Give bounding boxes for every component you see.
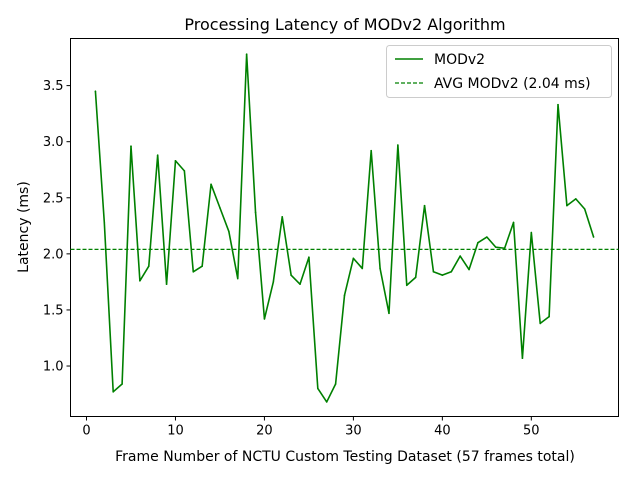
data-point [512,221,515,224]
y-tick-label: 2.0 [43,247,64,262]
data-point [165,283,168,285]
y-tick-label: 3.5 [43,79,64,94]
data-point [494,246,497,248]
data-point [299,283,301,285]
x-tick-label: 0 [82,424,90,439]
data-point [325,401,328,403]
y-tick-label: 1.0 [43,360,64,375]
data-point [548,315,550,318]
data-point [139,279,141,282]
data-point [236,277,239,280]
data-point [281,216,284,218]
data-point [103,221,106,224]
data-point [379,267,381,270]
data-point [272,281,275,283]
data-point [370,149,372,152]
data-point [174,159,177,162]
data-point [112,391,115,393]
data-point [219,207,221,209]
data-point [352,257,355,260]
data-point [574,198,577,200]
data-point [290,274,292,276]
y-tick-label: 2.5 [43,191,64,206]
data-point [405,284,408,287]
data-point [183,170,186,172]
data-point [308,256,310,259]
data-point [530,231,533,234]
data-point [468,268,470,271]
x-tick-label: 40 [434,424,451,439]
chart-title: Processing Latency of MODv2 Algorithm [184,15,505,34]
legend-box [386,45,612,98]
data-point [557,103,559,106]
data-point [583,208,586,210]
data-point [486,236,488,238]
plot-frame [70,38,619,417]
x-tick-label: 50 [523,424,540,439]
x-tick-label: 10 [167,424,184,439]
data-point [503,247,506,250]
data-point [388,312,390,315]
data-point [245,53,248,56]
x-axis-label: Frame Number of NCTU Custom Testing Data… [115,449,575,465]
x-tick-label: 20 [256,424,273,439]
data-point [94,90,97,93]
data-point [121,383,123,385]
data-point [254,211,257,214]
legend: MODv2 AVG MODv2 (2.04 ms) [386,45,612,98]
y-tick-label: 3.0 [43,135,64,150]
x-axis: 0 10 20 30 40 50 [82,416,540,439]
y-axis-label: Latency (ms) [16,181,32,273]
data-point [130,145,132,147]
data-point [201,265,203,267]
data-point [343,294,346,297]
data-point [566,204,568,207]
data-point [450,271,453,273]
data-point [521,357,524,359]
data-point [210,183,212,186]
data-point [361,267,364,270]
data-point [147,265,150,267]
plot-area [70,53,619,403]
y-tick-label: 1.5 [43,303,64,318]
data-point [423,204,426,207]
data-point [397,144,399,146]
data-point [592,236,595,238]
data-point [432,271,435,273]
legend-label-avg: AVG MODv2 (2.04 ms) [434,76,591,92]
data-point [334,383,337,385]
data-point [441,274,444,276]
data-point [477,241,479,244]
y-axis: 1.0 1.5 2.0 2.5 3.0 3.5 [43,79,71,375]
data-point [414,276,417,279]
data-point [263,318,266,320]
data-point [192,271,195,273]
x-tick-label: 30 [345,424,362,439]
legend-label-modv2: MODv2 [434,52,485,68]
data-point [317,387,319,390]
data-point [539,322,542,325]
data-point [228,230,230,233]
data-point [156,154,159,156]
data-point [459,255,461,257]
